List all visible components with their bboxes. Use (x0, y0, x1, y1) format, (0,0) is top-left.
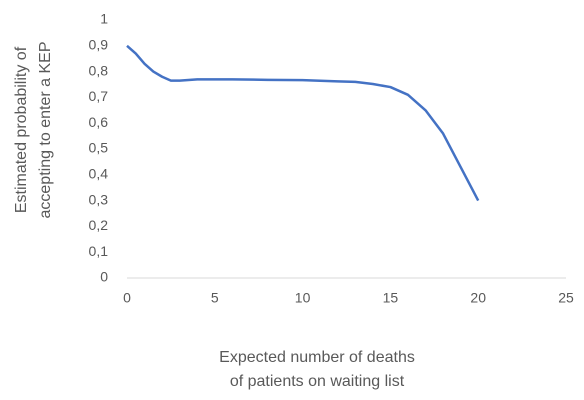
y-axis-title: accepting to enter a KEP (37, 42, 54, 219)
y-axis-title: Estimated probability of (13, 46, 30, 213)
x-tick-label: 10 (295, 290, 311, 306)
y-tick-label: 0,8 (89, 62, 109, 78)
y-tick-label: 0,7 (89, 88, 109, 104)
y-tick-label: 1 (100, 11, 108, 27)
data-line (126, 44, 480, 202)
y-tick-label: 0,3 (89, 191, 109, 207)
x-tick-label: 25 (558, 290, 574, 306)
y-tick-label: 0,4 (89, 166, 109, 182)
y-tick-label: 0,5 (89, 140, 109, 156)
x-tick-label: 20 (470, 290, 486, 306)
y-tick-label: 0,6 (89, 114, 109, 130)
x-tick-label: 5 (211, 290, 219, 306)
y-tick-label: 0 (100, 269, 108, 285)
y-tick-label: 0,2 (89, 217, 109, 233)
y-tick-label: 0,9 (89, 37, 109, 53)
x-tick-label: 15 (383, 290, 399, 306)
y-tick-label: 0,1 (89, 243, 109, 259)
x-axis-title: of patients on waiting list (230, 373, 405, 390)
x-axis-title: Expected number of deaths (219, 349, 415, 366)
x-tick-label: 0 (123, 290, 131, 306)
